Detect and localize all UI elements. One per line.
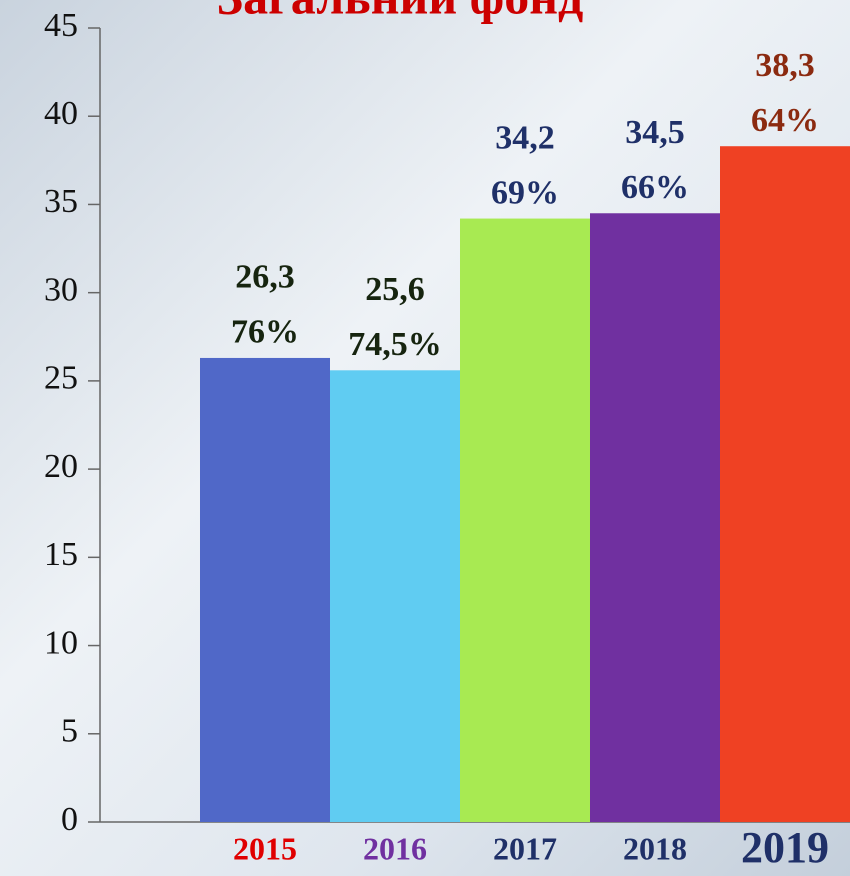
value-label: 34,5 — [625, 114, 685, 151]
y-tick-label: 30 — [44, 271, 78, 308]
bar — [590, 213, 720, 822]
bar — [460, 218, 590, 822]
y-tick-label: 10 — [44, 624, 78, 661]
share-label: 66% — [621, 169, 689, 206]
bar — [330, 370, 460, 822]
y-tick-label: 0 — [61, 801, 78, 838]
chart-title: Загальний фонд — [217, 0, 584, 24]
x-tick-label: 2015 — [233, 830, 297, 866]
y-tick-label: 45 — [44, 7, 78, 44]
x-tick-label: 2019 — [741, 823, 829, 872]
share-label: 76% — [231, 314, 299, 351]
y-tick-label: 25 — [44, 360, 78, 397]
value-label: 25,6 — [365, 271, 425, 308]
value-label: 26,3 — [235, 259, 295, 296]
bar — [720, 146, 850, 822]
value-label: 38,3 — [755, 47, 815, 84]
value-label: 34,2 — [495, 119, 555, 156]
y-tick-label: 5 — [61, 713, 78, 750]
x-tick-label: 2016 — [363, 830, 427, 866]
x-tick-label: 2017 — [493, 830, 557, 866]
share-label: 74,5% — [348, 326, 442, 363]
share-label: 69% — [491, 174, 559, 211]
share-label: 64% — [751, 102, 819, 139]
y-tick-label: 20 — [44, 448, 78, 485]
y-tick-label: 40 — [44, 95, 78, 132]
bar — [200, 357, 330, 822]
y-tick-label: 15 — [44, 536, 78, 573]
x-tick-label: 2018 — [623, 830, 687, 866]
y-tick-label: 35 — [44, 183, 78, 220]
